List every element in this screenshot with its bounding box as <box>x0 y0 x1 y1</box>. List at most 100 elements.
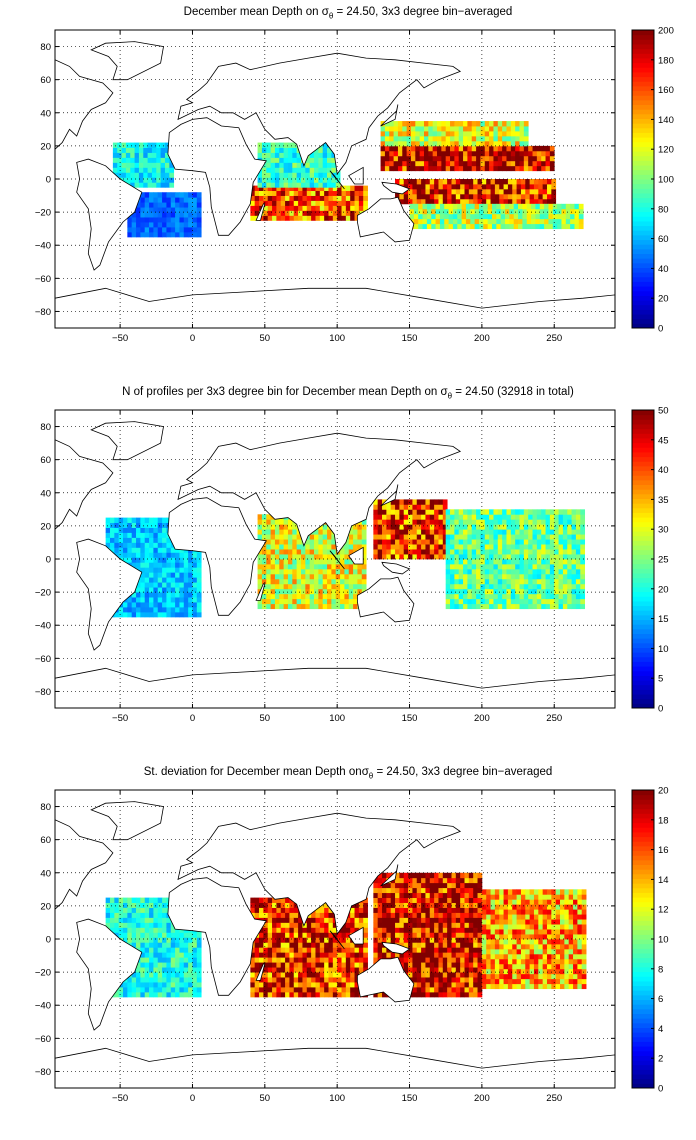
data-cell <box>525 943 531 950</box>
data-cell <box>412 519 418 525</box>
data-cell <box>429 991 435 998</box>
data-cell <box>377 917 383 923</box>
data-cell <box>461 203 467 210</box>
data-cell <box>523 126 529 132</box>
data-cell <box>581 909 587 915</box>
data-cell <box>328 987 334 993</box>
data-cell <box>153 552 159 558</box>
data-cell <box>261 593 267 600</box>
data-cell <box>549 598 555 605</box>
data-cell <box>354 195 360 201</box>
data-cell <box>179 597 185 603</box>
data-cell <box>480 559 486 565</box>
data-cell <box>425 179 431 185</box>
data-cell <box>192 222 198 228</box>
data-cell <box>335 554 341 560</box>
data-cell <box>289 185 295 191</box>
data-cell <box>445 160 451 167</box>
data-cell <box>272 185 277 191</box>
data-cell <box>389 145 394 152</box>
data-cell <box>423 135 429 142</box>
data-cell <box>551 983 557 990</box>
data-cell <box>515 583 520 590</box>
data-cell <box>463 155 468 162</box>
data-cell <box>399 524 405 530</box>
data-cell <box>494 953 500 960</box>
data-cell <box>105 522 111 528</box>
data-cell <box>451 917 457 923</box>
data-cell <box>497 598 503 605</box>
data-cell <box>261 568 267 575</box>
data-cell <box>551 934 557 940</box>
colorbar-swatch <box>632 423 654 430</box>
data-cell <box>327 152 332 158</box>
data-cell <box>429 977 435 983</box>
data-cell <box>442 957 448 963</box>
data-cell <box>393 130 399 137</box>
data-cell <box>412 499 418 505</box>
data-cell <box>574 203 580 210</box>
colorbar-tick-label: 45 <box>658 435 669 446</box>
data-cell <box>254 972 260 978</box>
data-cell <box>421 193 426 200</box>
data-cell <box>450 514 455 520</box>
data-cell <box>438 922 444 928</box>
data-cell <box>454 583 460 590</box>
data-cell <box>549 544 555 550</box>
data-cell <box>545 554 551 560</box>
data-cell <box>519 524 525 530</box>
data-cell <box>468 882 474 889</box>
data-cell <box>542 934 548 940</box>
data-cell <box>293 907 299 913</box>
data-cell <box>467 524 473 530</box>
data-cell <box>162 572 167 578</box>
data-cell <box>522 208 528 215</box>
data-cell <box>332 210 338 216</box>
data-cell <box>467 140 473 147</box>
data-cell <box>490 943 496 950</box>
data-cell <box>287 172 293 178</box>
data-cell <box>254 991 260 998</box>
data-cell <box>298 987 303 993</box>
colorbar-tick-label: 60 <box>658 234 669 245</box>
data-cell <box>533 904 539 910</box>
data-cell <box>183 212 189 218</box>
data-cell <box>425 922 431 928</box>
data-cell <box>484 578 490 585</box>
data-cell <box>493 126 499 132</box>
data-cell <box>157 537 163 543</box>
data-cell <box>564 953 570 960</box>
data-cell <box>283 182 289 188</box>
data-cell <box>300 167 306 173</box>
data-cell <box>314 549 319 555</box>
data-cell <box>434 917 439 923</box>
data-cell <box>421 907 426 913</box>
data-cell <box>298 185 303 191</box>
data-cell <box>389 135 394 142</box>
data-cell <box>393 126 399 132</box>
data-cell <box>357 544 363 550</box>
data-cell <box>558 554 564 560</box>
data-cell <box>327 172 332 178</box>
data-cell <box>520 929 526 935</box>
data-cell <box>382 514 387 520</box>
colorbar-swatch <box>632 34 654 40</box>
data-cell <box>522 203 528 210</box>
data-cell <box>160 142 166 148</box>
data-cell <box>568 948 574 955</box>
data-cell <box>481 198 487 205</box>
data-cell <box>571 509 577 515</box>
data-cell <box>386 907 392 913</box>
data-cell <box>183 562 189 568</box>
data-cell <box>143 162 149 168</box>
data-cell <box>476 519 481 525</box>
data-cell <box>450 160 455 167</box>
data-cell <box>276 972 282 978</box>
data-cell <box>486 948 491 955</box>
data-cell <box>546 968 552 975</box>
data-cell <box>552 218 558 225</box>
data-cell <box>526 208 532 215</box>
data-cell <box>409 213 415 220</box>
data-cell <box>432 130 438 137</box>
data-cell <box>373 922 379 928</box>
